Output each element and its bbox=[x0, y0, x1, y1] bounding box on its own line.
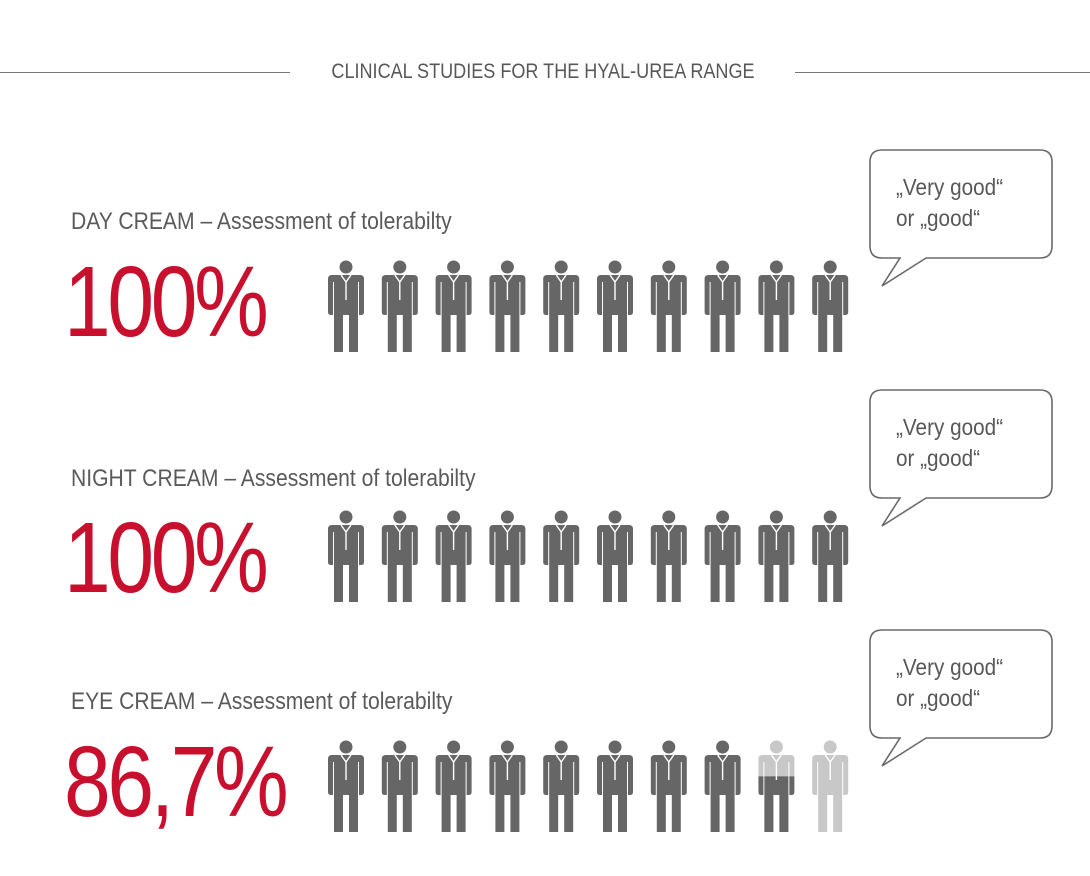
person-figure-icon bbox=[704, 260, 741, 352]
person-figure-icon bbox=[650, 740, 687, 832]
person-figure-icon bbox=[381, 510, 418, 602]
person-figure-icon bbox=[650, 260, 687, 352]
person-figure-icon bbox=[758, 510, 795, 602]
bubble-line-2: or „good“ bbox=[896, 685, 980, 711]
person-figure-icon bbox=[543, 510, 580, 602]
chart-row-day-cream: DAY CREAM – Assessment of tolerabilty 10… bbox=[0, 149, 1090, 358]
chart-row-night-cream: NIGHT CREAM – Assessment of tolerabilty … bbox=[0, 389, 1090, 608]
person-figure-icon bbox=[704, 740, 741, 832]
person-figure-icon bbox=[812, 510, 849, 602]
person-figure-icon bbox=[704, 510, 741, 602]
person-figure-icon bbox=[381, 260, 418, 352]
row-value: 86,7% bbox=[64, 726, 289, 838]
person-figure-icon bbox=[435, 510, 472, 602]
page-title: CLINICAL STUDIES FOR THE HYAL-UREA RANGE bbox=[331, 60, 755, 83]
bubble-line-1: „Very good“ bbox=[896, 414, 1004, 440]
person-figure-icon bbox=[328, 510, 364, 602]
row-value: 100% bbox=[64, 246, 269, 358]
row-label: NIGHT CREAM – Assessment of tolerabilty bbox=[71, 465, 476, 492]
person-figure-icon bbox=[435, 740, 472, 832]
row-label: EYE CREAM – Assessment of tolerabilty bbox=[71, 688, 453, 715]
row-value: 100% bbox=[64, 502, 269, 614]
bubble-line-1: „Very good“ bbox=[896, 654, 1004, 680]
figures-row bbox=[328, 260, 849, 352]
speech-bubble bbox=[869, 149, 1053, 287]
person-figure-icon bbox=[758, 260, 795, 352]
person-figure-icon bbox=[489, 510, 526, 602]
header-rule-left bbox=[0, 72, 290, 73]
header-rule-right bbox=[795, 72, 1090, 73]
person-figure-icon bbox=[381, 740, 418, 832]
chart-row-eye-cream: EYE CREAM – Assessment of tolerabilty 86… bbox=[0, 629, 1090, 838]
person-figure-icon bbox=[597, 740, 633, 832]
person-figure-icon bbox=[758, 740, 795, 832]
bubble-line-2: or „good“ bbox=[896, 205, 980, 231]
speech-bubble bbox=[869, 389, 1053, 527]
person-figure-icon bbox=[489, 260, 526, 352]
person-figure-icon bbox=[812, 740, 849, 832]
person-figure-icon bbox=[328, 260, 364, 352]
person-figure-icon bbox=[650, 510, 687, 602]
person-figure-icon bbox=[328, 740, 364, 832]
row-label: DAY CREAM – Assessment of tolerabilty bbox=[71, 208, 452, 235]
person-figure-icon bbox=[435, 260, 472, 352]
person-figure-icon bbox=[489, 740, 526, 832]
speech-bubble bbox=[869, 629, 1053, 767]
person-figure-icon bbox=[543, 740, 580, 832]
person-figure-icon bbox=[597, 260, 633, 352]
person-figure-icon bbox=[812, 260, 849, 352]
bubble-line-1: „Very good“ bbox=[896, 174, 1004, 200]
figures-row bbox=[328, 510, 849, 602]
bubble-line-2: or „good“ bbox=[896, 445, 980, 471]
person-figure-icon bbox=[597, 510, 633, 602]
person-figure-icon bbox=[543, 260, 580, 352]
figures-row bbox=[328, 740, 849, 832]
